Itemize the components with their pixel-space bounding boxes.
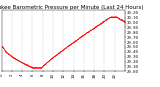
Title: Milwaukee Barometric Pressure per Minute (Last 24 Hours): Milwaukee Barometric Pressure per Minute… <box>0 5 144 10</box>
